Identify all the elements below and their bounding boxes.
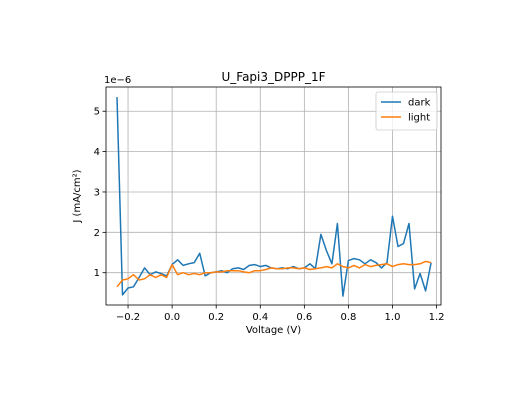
- y-tick-label: 2: [94, 228, 100, 239]
- y-axis-offset-label: 1e−6: [104, 75, 131, 86]
- y-tick-label: 5: [94, 107, 100, 118]
- plot-frame: [105, 86, 442, 306]
- x-tick-label: −0.2: [116, 312, 140, 323]
- x-tick-label: 0.8: [340, 312, 356, 323]
- x-tick-label: 0.0: [164, 312, 180, 323]
- legend-label-light: light: [408, 113, 430, 124]
- x-axis-label: Voltage (V): [246, 325, 301, 336]
- y-axis-label: J (mA/cm²): [72, 169, 83, 223]
- y-axis-ticks: 1 2 3 4 5: [94, 107, 106, 279]
- x-tick-label: 0.6: [296, 312, 312, 323]
- x-tick-label: 0.4: [252, 312, 268, 323]
- x-tick-label: 1.0: [385, 312, 401, 323]
- x-axis-ticks: −0.2 0.0 0.2 0.4 0.6 0.8 1.0 1.2: [116, 305, 445, 323]
- y-tick-label: 4: [94, 147, 100, 158]
- chart-title: U_Fapi3_DPPP_1F: [221, 70, 325, 84]
- legend-label-dark: dark: [408, 98, 431, 109]
- y-tick-label: 3: [94, 187, 100, 198]
- series-line-light: [116, 260, 432, 288]
- legend: dark light: [375, 91, 438, 131]
- y-tick-label: 1: [94, 268, 100, 279]
- series-layer: [116, 97, 432, 297]
- x-tick-label: 1.2: [429, 312, 445, 323]
- x-tick-label: 0.2: [208, 312, 224, 323]
